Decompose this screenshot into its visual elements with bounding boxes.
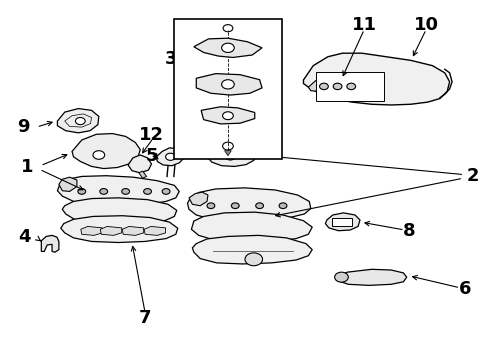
Text: 7: 7	[139, 309, 151, 327]
Circle shape	[347, 83, 356, 90]
Polygon shape	[100, 226, 122, 235]
Circle shape	[75, 117, 85, 125]
Circle shape	[78, 189, 86, 194]
Circle shape	[100, 189, 108, 194]
Circle shape	[162, 189, 170, 194]
Text: 10: 10	[414, 15, 439, 33]
Bar	[316, 72, 384, 101]
Polygon shape	[57, 176, 179, 206]
Text: 12: 12	[139, 126, 164, 144]
Polygon shape	[193, 235, 312, 264]
Circle shape	[93, 151, 105, 159]
Polygon shape	[196, 73, 262, 95]
Circle shape	[231, 203, 239, 208]
Polygon shape	[62, 198, 177, 225]
Polygon shape	[224, 151, 231, 156]
Polygon shape	[72, 134, 140, 168]
Polygon shape	[81, 226, 102, 235]
Polygon shape	[57, 109, 99, 133]
Circle shape	[224, 152, 236, 160]
Text: 5: 5	[145, 147, 158, 165]
Circle shape	[122, 189, 129, 194]
Text: 4: 4	[19, 228, 31, 246]
Circle shape	[279, 203, 287, 208]
Polygon shape	[128, 155, 151, 173]
Polygon shape	[144, 226, 166, 235]
Circle shape	[222, 112, 233, 120]
Text: 9: 9	[17, 118, 29, 136]
Polygon shape	[122, 226, 144, 235]
Bar	[174, 19, 282, 158]
Circle shape	[221, 80, 234, 89]
Polygon shape	[139, 171, 147, 178]
Text: 8: 8	[402, 222, 415, 240]
Polygon shape	[61, 216, 178, 243]
Circle shape	[319, 83, 328, 90]
Text: 6: 6	[459, 280, 471, 298]
Polygon shape	[337, 269, 407, 285]
Circle shape	[245, 253, 263, 266]
Polygon shape	[41, 235, 59, 252]
Polygon shape	[325, 213, 360, 231]
Polygon shape	[189, 192, 208, 206]
Polygon shape	[201, 107, 255, 124]
Text: 2: 2	[467, 167, 479, 185]
Circle shape	[335, 272, 348, 282]
Polygon shape	[192, 212, 312, 242]
Polygon shape	[206, 145, 256, 166]
Polygon shape	[308, 79, 328, 91]
Circle shape	[144, 189, 151, 194]
Bar	[332, 217, 352, 226]
Text: 3: 3	[165, 50, 177, 68]
Polygon shape	[156, 148, 184, 166]
Circle shape	[207, 203, 215, 208]
Polygon shape	[194, 38, 262, 58]
Circle shape	[221, 43, 234, 53]
Circle shape	[256, 203, 264, 208]
Circle shape	[166, 153, 175, 160]
Polygon shape	[188, 188, 311, 221]
Polygon shape	[303, 53, 450, 105]
Text: 1: 1	[21, 158, 33, 176]
Circle shape	[333, 83, 342, 90]
Polygon shape	[59, 177, 77, 192]
Text: 11: 11	[352, 15, 377, 33]
